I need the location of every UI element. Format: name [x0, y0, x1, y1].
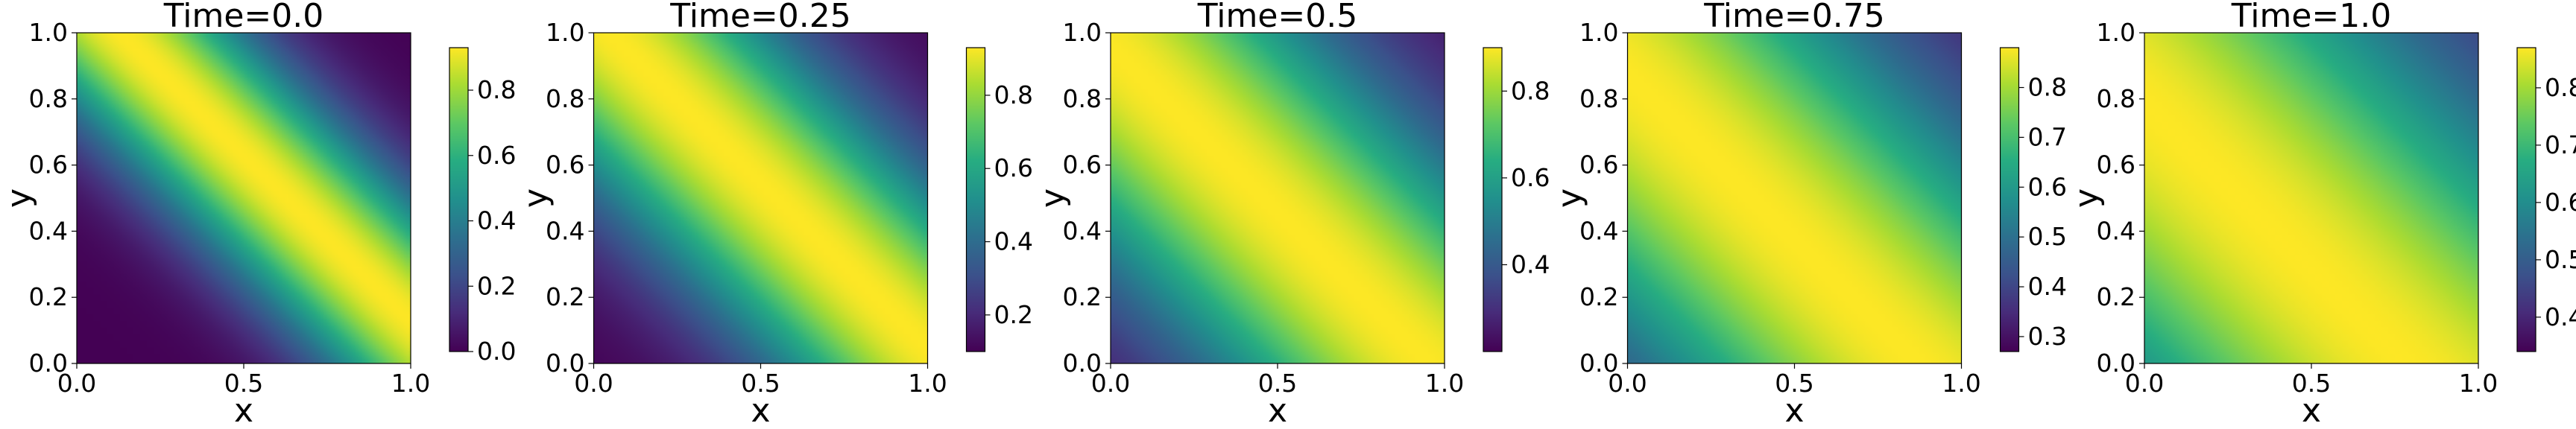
y-tick-label: 0.0: [546, 349, 584, 378]
y-axis-label: y: [2068, 188, 2106, 208]
y-axis-label: y: [1551, 188, 1589, 208]
y-tick-label: 0.4: [1579, 216, 1618, 245]
x-tick-label: 0.0: [574, 369, 613, 398]
y-tick-label: 0.4: [29, 216, 68, 245]
x-axis-label: x: [1268, 392, 1287, 429]
colorbar-tick-label: 0.4: [477, 206, 516, 235]
heatmap-panel-2: Time=0.5 0.0 0.5 1.0 0.0 0.2 0.4 0.6 0.8 1.0 x y 0.4…: [1034, 0, 1550, 429]
colorbar-tick-label: 0.8: [2545, 73, 2576, 102]
x-axis-label: x: [2302, 392, 2321, 429]
y-axis-label: y: [0, 188, 38, 208]
heatmap-panel-4: Time=1.0 0.0 0.5 1.0 0.0 0.2 0.4 0.6 0.8 1.0 x y 0.4…: [2068, 0, 2576, 429]
y-tick-label: 0.0: [1063, 349, 1102, 378]
colorbar-tick-label: 0.4: [1511, 250, 1550, 279]
y-tick-label: 0.2: [1579, 282, 1618, 311]
panel-title: Time=0.25: [669, 0, 851, 35]
x-tick-label: 0.5: [2292, 369, 2331, 398]
colorbar-tick-label: 0.5: [2545, 245, 2576, 274]
x-axis-label: x: [1784, 392, 1804, 429]
y-tick-label: 0.2: [2097, 282, 2135, 311]
heatmap-image: [2144, 33, 2478, 363]
y-tick-label: 0.6: [1579, 150, 1618, 179]
panel-title: Time=0.0: [163, 0, 324, 35]
panel-title: Time=1.0: [2231, 0, 2392, 35]
panel-title: Time=0.75: [1703, 0, 1885, 35]
y-tick-label: 0.8: [546, 84, 584, 113]
heatmap-panel-0: Time=0.0 0.0 0.5 1.0 0.0 0.2 0.4 0.6 0.8 1.0 x y 0.0…: [0, 0, 516, 429]
colorbar-tick-label: 0.8: [2028, 73, 2067, 102]
heatmap-image: [77, 33, 411, 363]
y-tick-label: 0.6: [29, 150, 68, 179]
y-tick-label: 1.0: [1063, 18, 1102, 47]
colorbar-tick-label: 0.6: [477, 141, 516, 170]
colorbar: [965, 47, 986, 352]
x-tick-label: 1.0: [1425, 369, 1464, 398]
colorbar-tick-label: 0.6: [994, 153, 1033, 182]
x-tick-label: 1.0: [391, 369, 430, 398]
x-tick-label: 0.0: [2125, 369, 2164, 398]
y-tick-label: 1.0: [29, 18, 68, 47]
colorbar-tick-label: 0.2: [994, 300, 1033, 329]
x-tick-label: 1.0: [1942, 369, 1980, 398]
colorbar-tick-label: 0.4: [2028, 272, 2067, 301]
y-tick-label: 0.0: [29, 349, 68, 378]
x-axis-label: x: [751, 392, 770, 429]
y-tick-label: 0.6: [546, 150, 584, 179]
x-tick-label: 1.0: [2459, 369, 2498, 398]
x-tick-label: 1.0: [908, 369, 947, 398]
y-tick-label: 0.4: [2097, 216, 2135, 245]
colorbar-tick-label: 0.7: [2028, 122, 2067, 151]
colorbar-tick-label: 0.2: [477, 271, 516, 300]
y-axis-label: y: [517, 188, 555, 208]
y-tick-label: 1.0: [1579, 18, 1618, 47]
colorbar-tick-label: 0.0: [477, 337, 516, 366]
colorbar-tick-label: 0.6: [2028, 172, 2067, 201]
colorbar-tick-label: 0.6: [2545, 188, 2576, 217]
y-tick-label: 0.4: [546, 216, 584, 245]
colorbar: [449, 47, 469, 352]
y-tick-label: 0.4: [1063, 216, 1102, 245]
y-tick-label: 0.0: [1579, 349, 1618, 378]
y-tick-label: 0.8: [2097, 84, 2135, 113]
colorbar-tick-label: 0.3: [2028, 322, 2067, 351]
x-tick-label: 0.5: [1775, 369, 1813, 398]
y-tick-label: 0.0: [2097, 349, 2135, 378]
x-tick-label: 0.0: [1091, 369, 1130, 398]
colorbar-tick-label: 0.5: [2028, 222, 2067, 251]
heatmap-panel-1: Time=0.25 0.0 0.5 1.0 0.0 0.2 0.4 0.6 0.8 1.0 x y 0.…: [517, 0, 1033, 429]
colorbar-tick-label: 0.8: [1511, 76, 1550, 105]
colorbar-tick-label: 0.4: [994, 227, 1033, 256]
y-tick-label: 0.2: [29, 282, 68, 311]
colorbar-tick-label: 0.6: [1511, 163, 1550, 192]
colorbar-tick-label: 0.8: [994, 80, 1033, 109]
colorbar-tick-label: 0.8: [477, 75, 516, 104]
heatmap-image: [1111, 33, 1445, 363]
y-tick-label: 0.2: [1063, 282, 1102, 311]
x-tick-label: 0.0: [57, 369, 96, 398]
colorbar: [2516, 47, 2536, 352]
heatmap-image: [1627, 33, 1962, 363]
y-tick-label: 0.6: [1063, 150, 1102, 179]
y-tick-label: 0.8: [1579, 84, 1618, 113]
y-tick-label: 0.2: [546, 282, 584, 311]
y-tick-label: 1.0: [546, 18, 584, 47]
x-tick-label: 0.5: [1258, 369, 1297, 398]
y-tick-label: 1.0: [2097, 18, 2135, 47]
y-axis-label: y: [1034, 188, 1072, 208]
y-tick-label: 0.8: [1063, 84, 1102, 113]
x-axis-label: x: [234, 392, 253, 429]
x-tick-label: 0.5: [741, 369, 780, 398]
heatmap-image: [593, 33, 928, 363]
colorbar-tick-label: 0.4: [2545, 302, 2576, 331]
colorbar: [1483, 47, 1503, 352]
x-tick-label: 0.5: [224, 369, 263, 398]
x-tick-label: 0.0: [1608, 369, 1647, 398]
panel-title: Time=0.5: [1197, 0, 1358, 35]
y-tick-label: 0.6: [2097, 150, 2135, 179]
y-tick-label: 0.8: [29, 84, 68, 113]
colorbar: [1999, 47, 2020, 352]
colorbar-tick-label: 0.7: [2545, 130, 2576, 159]
heatmap-panel-3: Time=0.75 0.0 0.5 1.0 0.0 0.2 0.4 0.6 0.8 1.0 x y 0.…: [1551, 0, 2067, 429]
